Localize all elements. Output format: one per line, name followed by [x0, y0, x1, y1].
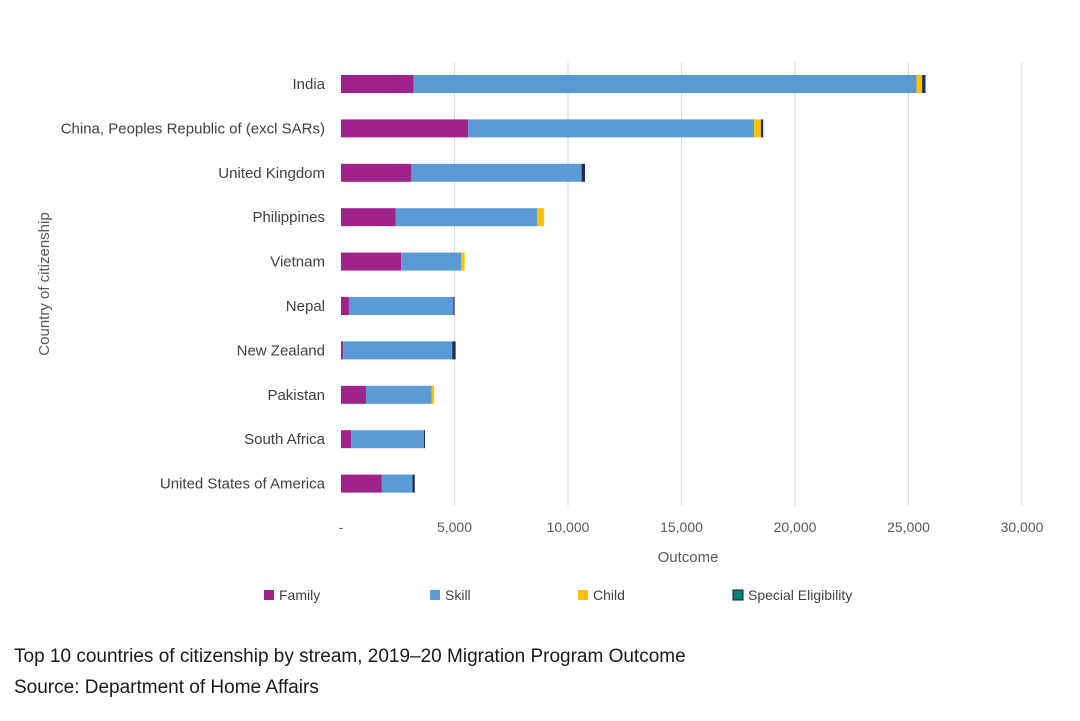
category-label: South Africa: [244, 431, 326, 448]
legend-label: Special Eligibility: [748, 587, 852, 603]
bar-segment: [461, 252, 465, 271]
category-label: India: [292, 76, 325, 93]
y-axis-title: Country of citizenship: [36, 212, 53, 355]
bar-segment: [401, 252, 462, 271]
legend: Family Skill Child Special Eligibility: [264, 587, 852, 603]
legend-marker: [264, 590, 274, 600]
x-tick-label: -: [339, 519, 344, 535]
category-label: Nepal: [286, 298, 325, 315]
bar-segment: [537, 208, 545, 227]
bar-segment: [468, 119, 755, 138]
bar-segment: [411, 163, 582, 182]
legend-label: Skill: [445, 587, 471, 603]
bar-segment: [395, 208, 538, 227]
legend-label: Child: [593, 587, 625, 603]
category-label: New Zealand: [237, 342, 325, 359]
category-label: Vietnam: [270, 254, 325, 271]
bar-segment: [581, 163, 586, 182]
category-label: Pakistan: [267, 387, 325, 404]
bar-segment: [351, 430, 424, 449]
bar-segment: [760, 119, 764, 138]
bar-segment: [341, 297, 349, 315]
bar-segment: [922, 75, 926, 93]
figure-caption-title: Top 10 countries of citizenship by strea…: [14, 646, 686, 667]
x-tick-labels: - 5,000 10,000 15,000 20,000 25,000 30,000: [339, 519, 1044, 535]
stacked-bar-chart: India China, Peoples Republic of (excl SA…: [36, 62, 1044, 603]
legend-marker: [578, 590, 588, 600]
bar-segment: [341, 119, 469, 138]
bar-segment: [412, 474, 415, 493]
bar-segment: [348, 297, 454, 315]
bar-segment: [365, 385, 432, 404]
bar-segment: [341, 430, 352, 449]
category-label: China, Peoples Republic of (excl SARs): [61, 120, 325, 137]
legend-marker: [732, 589, 744, 601]
x-tick-label: 30,000: [1001, 519, 1044, 535]
legend-label: Family: [279, 587, 320, 603]
x-tick-label: 15,000: [660, 519, 703, 535]
bar-segment: [341, 341, 344, 360]
bar-segment: [431, 385, 435, 404]
bar-segment: [341, 385, 366, 404]
x-tick-label: 5,000: [437, 519, 472, 535]
bar-segment: [341, 208, 396, 227]
x-tick-label: 10,000: [547, 519, 590, 535]
x-tick-label: 20,000: [774, 519, 817, 535]
figure-caption-source: Source: Department of Home Affairs: [14, 677, 319, 698]
x-tick-label: 25,000: [887, 519, 930, 535]
category-labels: India China, Peoples Republic of (excl SA…: [61, 76, 326, 493]
bar-segment: [341, 474, 382, 493]
category-label: Philippines: [252, 209, 325, 226]
bar-segment: [754, 119, 761, 138]
bar-segment: [341, 75, 414, 93]
bar-segment: [916, 75, 923, 93]
bar-segment: [413, 75, 917, 93]
legend-marker: [430, 590, 440, 600]
bar-segment: [381, 474, 413, 493]
category-label: United Kingdom: [218, 165, 325, 182]
bar-segment: [341, 252, 402, 271]
bar-segment: [452, 341, 456, 360]
bar-segment: [423, 430, 425, 449]
bar-segment: [453, 297, 455, 315]
bar-segment: [341, 163, 412, 182]
category-label: United States of America: [160, 476, 326, 493]
x-axis-title: Outcome: [658, 549, 719, 566]
bar-segment: [343, 341, 453, 360]
bar-segments: [341, 75, 926, 493]
